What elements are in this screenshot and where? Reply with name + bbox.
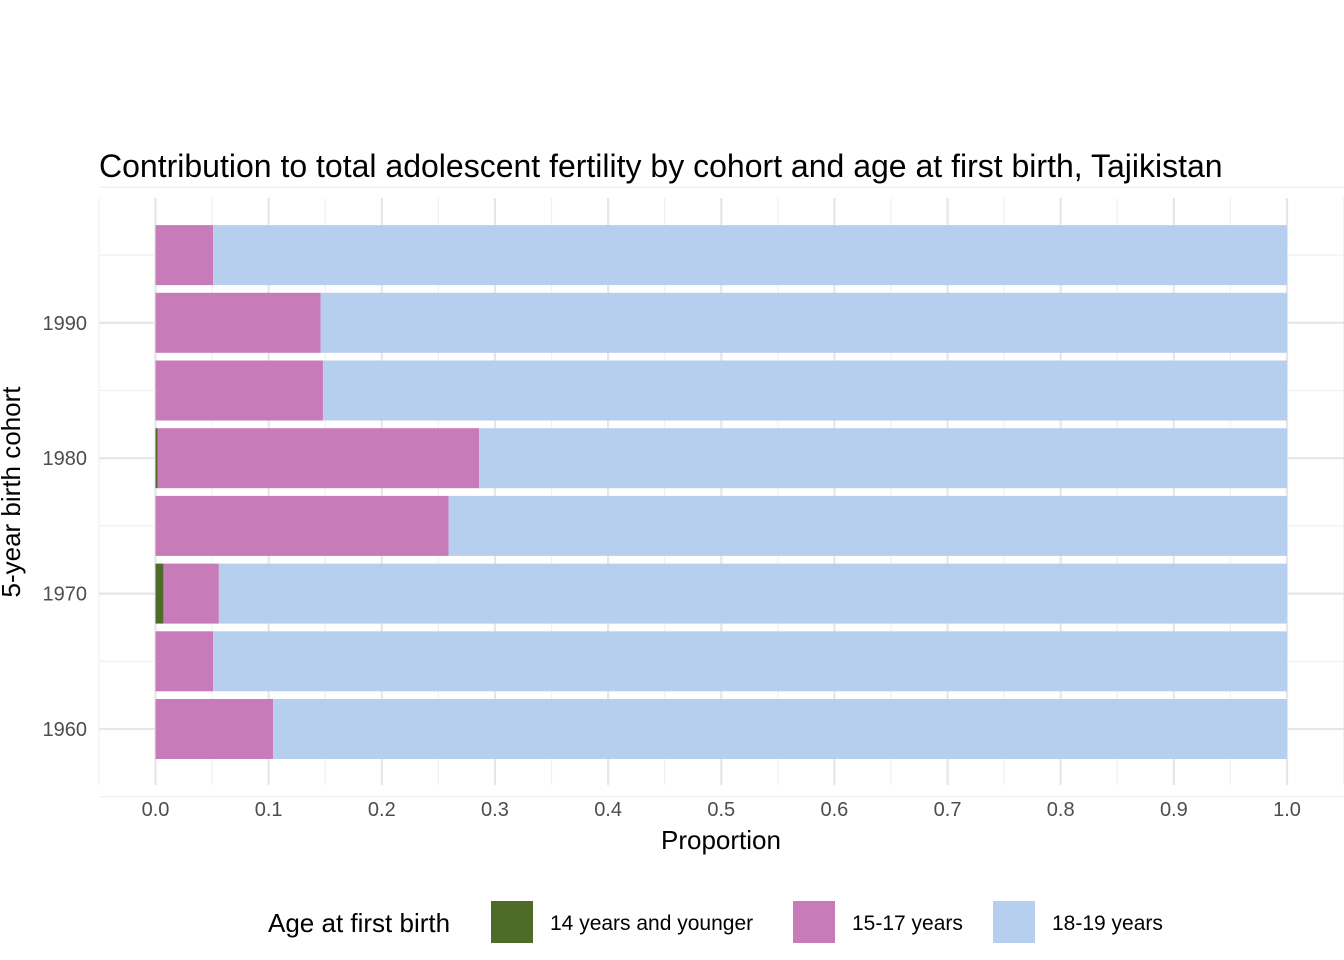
bar-segment (273, 699, 1287, 759)
y-tick-label: 1960 (43, 719, 88, 741)
bar-segment (155, 563, 164, 624)
x-tick-label: 0.7 (934, 799, 962, 821)
bar-segment (213, 225, 1287, 286)
x-tick-label: 0.3 (481, 799, 509, 821)
x-tick-label: 0.5 (707, 799, 735, 821)
legend-label: 18-19 years (1052, 912, 1163, 935)
legend-label: 15-17 years (852, 912, 963, 935)
bar-segment (155, 225, 214, 286)
legend: Age at first birth 14 years and younger 1… (268, 901, 1163, 943)
y-axis-title: 5-year birth cohort (0, 386, 26, 598)
y-tick-label: 1980 (43, 448, 88, 470)
y-tick-label: 1970 (43, 584, 88, 606)
x-axis-title: Proportion (661, 825, 781, 855)
bar-segment (155, 699, 274, 759)
bars (155, 225, 1288, 759)
y-axis-ticks: 1960 1970 1980 1990 (43, 313, 88, 741)
legend-label: 14 years and younger (550, 912, 753, 935)
bar-segment (155, 631, 214, 692)
bar-segment (155, 360, 323, 421)
bar-segment (155, 428, 158, 489)
legend-swatch (491, 901, 533, 943)
y-tick-label: 1990 (43, 313, 88, 335)
x-tick-label: 0.9 (1160, 799, 1188, 821)
x-tick-label: 1.0 (1273, 799, 1301, 821)
bar-segment (479, 428, 1287, 489)
x-tick-label: 0.1 (255, 799, 283, 821)
bar-segment (322, 360, 1287, 421)
bar-segment (320, 292, 1288, 353)
bar-segment (155, 292, 321, 353)
x-tick-label: 0.2 (368, 799, 396, 821)
bar-segment (163, 563, 219, 624)
x-tick-label: 0.0 (142, 799, 170, 821)
legend-title: Age at first birth (268, 908, 450, 938)
chart-title: Contribution to total adolescent fertili… (99, 148, 1223, 184)
legend-swatch (793, 901, 835, 943)
bar-segment (155, 495, 449, 556)
bar-segment (157, 428, 480, 489)
bar-segment (213, 631, 1287, 692)
x-tick-label: 0.6 (820, 799, 848, 821)
x-tick-label: 0.8 (1047, 799, 1075, 821)
x-tick-label: 0.4 (594, 799, 622, 821)
legend-swatch (993, 901, 1035, 943)
bar-segment (218, 563, 1287, 624)
x-axis-ticks: 0.0 0.1 0.2 0.3 0.4 0.5 0.6 0.7 0.8 0.9 1.0 (142, 799, 1301, 821)
bar-segment (448, 495, 1288, 556)
